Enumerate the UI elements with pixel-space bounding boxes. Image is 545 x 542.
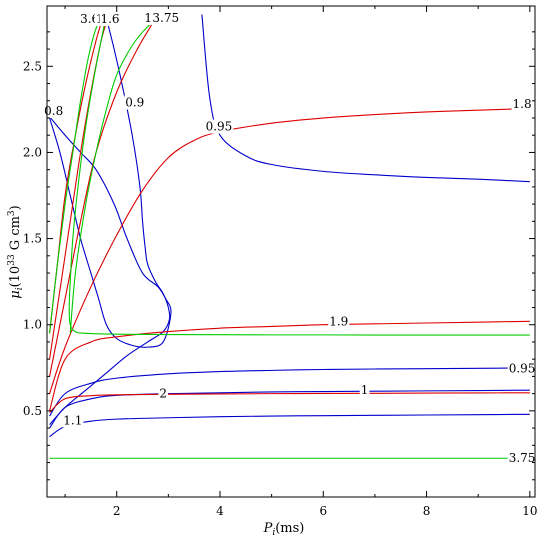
curve-label-bg-12	[158, 386, 169, 401]
x-tick-label-3: 8	[423, 504, 431, 518]
curve-label-bg-11	[359, 383, 370, 398]
series-line-red-6	[49, 107, 530, 394]
curve-label-10: 0.95	[509, 362, 536, 376]
curve-label-6: 0.9	[125, 95, 144, 109]
curve-label-14: 3.75	[509, 451, 536, 465]
y-axis-title: μi(1033 G cm3)	[7, 205, 25, 299]
x-tick-label-2: 6	[319, 504, 327, 518]
series-line-blue-2	[49, 17, 171, 426]
chart-frame	[46, 5, 536, 498]
series-line-blue-0	[201, 14, 530, 183]
curve-label-bg-8	[511, 97, 533, 112]
series-line-blue-1	[49, 117, 172, 348]
curve-label-9: 1.9	[329, 314, 348, 328]
series-line-green-12	[68, 14, 530, 336]
x-tick-label-4: 10	[522, 504, 537, 518]
curve-label-8: 1.8	[513, 97, 532, 111]
curve-label-4: 3.75	[152, 11, 179, 25]
series-line-red-11	[49, 392, 530, 413]
curve-label-bg-5	[43, 104, 65, 119]
curve-label-bg-14	[507, 451, 537, 466]
series-line-green-13	[49, 14, 105, 334]
curve-label-bg-13	[62, 413, 84, 428]
series-line-blue-5	[49, 413, 530, 438]
series-line-blue-4	[49, 389, 530, 429]
y-tick-label-3: 2.0	[23, 145, 42, 159]
curve-label-11: 1	[361, 383, 369, 397]
curve-label-7: 0.95	[206, 120, 233, 134]
x-tick-label-1: 4	[216, 504, 224, 518]
x-axis-title: Pi(ms)	[263, 521, 305, 538]
curve-label-bg-2	[99, 11, 121, 26]
chart-series-group	[49, 14, 530, 459]
curve-label-bg-4	[151, 11, 181, 26]
series-line-red-10	[49, 320, 530, 412]
y-tick-label-4: 2.5	[23, 59, 42, 73]
series-line-blue-3	[49, 367, 530, 417]
curve-label-bg-9	[328, 314, 350, 329]
curve-label-12: 2	[159, 387, 167, 401]
curve-label-5: 0.8	[44, 104, 63, 118]
chart-annotations: 3.651.81.61.83.750.80.90.951.81.90.95121…	[43, 11, 537, 466]
x-tick-label-0: 2	[113, 504, 121, 518]
curve-label-bg-7	[204, 119, 234, 134]
y-tick-label-1: 1.0	[23, 318, 42, 332]
series-line-red-9	[49, 14, 105, 334]
curve-label-13: 1.1	[63, 413, 82, 427]
series-line-green-14	[69, 14, 164, 334]
curve-label-2: 1.6	[100, 12, 119, 26]
curve-label-bg-10	[507, 361, 537, 376]
chart-axes: 2 4 6 8 10 0.5 1.0 1.5 2.0 2.5	[23, 6, 537, 518]
y-tick-label-2: 1.5	[23, 232, 42, 246]
series-line-red-8	[49, 14, 110, 360]
curve-label-bg-6	[124, 95, 146, 110]
y-tick-label-0: 0.5	[23, 404, 42, 418]
